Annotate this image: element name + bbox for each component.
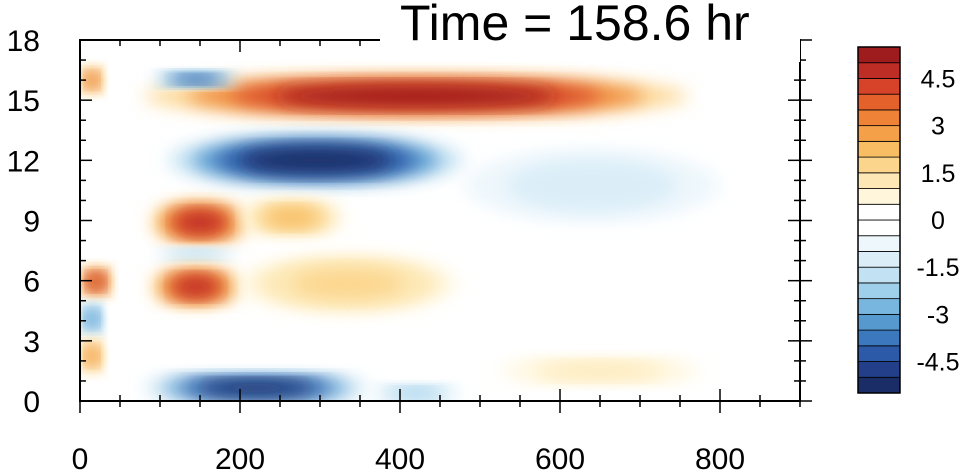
chart-title: Time = 158.6 hr [400, 0, 750, 51]
contour-level [85, 311, 99, 327]
y-tick-label: 0 [23, 386, 40, 419]
contour-feature [152, 248, 240, 261]
contour-level [87, 274, 105, 289]
colorbar-label: 3 [931, 113, 945, 141]
colorbar-box [857, 172, 901, 189]
contour-feature [144, 76, 688, 117]
contour-level [274, 85, 558, 107]
colorbar-box [857, 156, 901, 174]
contour-field [80, 68, 720, 401]
contour-feature [144, 374, 368, 401]
colorbar: 4.5 3 1.5 0 -1.5 -3 -4.5 [857, 46, 960, 394]
contour-feature [464, 150, 720, 221]
contour-level [239, 147, 393, 173]
colorbar-label: 0 [931, 207, 945, 235]
contour-level [197, 381, 315, 395]
y-tick-label: 12 [7, 145, 40, 178]
y-tick-label: 3 [23, 326, 40, 359]
colorbar-box [857, 313, 901, 331]
contour-feature [152, 202, 248, 243]
colorbar-box [857, 140, 901, 158]
contour-level [85, 73, 99, 87]
contour-feature [240, 256, 456, 311]
title-background [380, 0, 800, 62]
colorbar-label: -4.5 [916, 349, 959, 377]
colorbar-box [857, 219, 901, 237]
contour-feature [480, 356, 720, 385]
y-tick-label: 6 [23, 266, 40, 299]
contour-level [537, 363, 663, 379]
contour-feature [168, 136, 464, 185]
y-axis: 0 3 6 9 12 15 18 [7, 25, 812, 419]
colorbar-box [857, 188, 901, 205]
x-tick-label: 400 [375, 443, 425, 473]
colorbar-box [857, 298, 901, 315]
colorbar-box [857, 125, 901, 142]
contour-feature [152, 268, 240, 305]
x-tick-label: 800 [695, 443, 745, 473]
contour-level [525, 167, 659, 204]
contour-feature [80, 68, 104, 93]
colorbar-label: 4.5 [921, 65, 956, 93]
contour-feature [240, 200, 344, 235]
colorbar-box [857, 376, 901, 394]
colorbar-box [857, 266, 901, 284]
colorbar-box [857, 93, 901, 111]
contour-feature [80, 304, 104, 333]
contour-level [264, 208, 320, 227]
contour-level [173, 251, 219, 258]
x-tick-label: 200 [215, 443, 265, 473]
y-tick-label: 18 [7, 25, 40, 58]
contour-level [173, 277, 219, 297]
y-tick-label: 15 [7, 85, 40, 118]
contour-feature [80, 268, 112, 295]
contour-level [85, 348, 99, 364]
colorbar-box [857, 251, 901, 268]
colorbar-label: 1.5 [921, 160, 956, 188]
colorbar-box [857, 329, 901, 347]
colorbar-box [857, 203, 901, 221]
colorbar-box [857, 361, 901, 378]
contour-feature [368, 384, 464, 401]
contour-feature [80, 340, 104, 371]
colorbar-box [857, 62, 901, 79]
colorbar-box [857, 345, 901, 362]
colorbar-box [857, 78, 901, 95]
contour-level [175, 212, 225, 233]
colorbar-box [857, 235, 901, 252]
colorbar-box [857, 46, 901, 64]
x-tick-label: 600 [535, 443, 585, 473]
contour-level [173, 75, 219, 83]
colorbar-box [857, 282, 901, 300]
x-tick-label: 0 [72, 443, 89, 473]
contour-level [391, 388, 441, 398]
colorbar-frame [857, 46, 901, 394]
colorbar-label: -3 [927, 301, 949, 329]
contour-level [291, 269, 405, 298]
colorbar-box [857, 109, 901, 127]
y-tick-label: 9 [23, 206, 40, 239]
contour-feature [152, 72, 240, 87]
colorbar-label: -1.5 [916, 254, 959, 282]
